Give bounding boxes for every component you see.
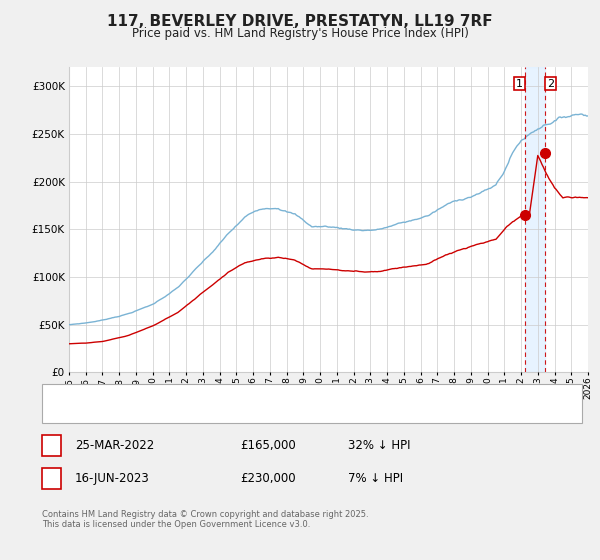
Text: £230,000: £230,000: [240, 472, 296, 486]
Text: 2: 2: [547, 78, 554, 88]
Text: 1: 1: [516, 78, 523, 88]
Text: £165,000: £165,000: [240, 438, 296, 452]
Text: 32% ↓ HPI: 32% ↓ HPI: [348, 438, 410, 452]
Text: 1: 1: [47, 438, 56, 452]
Text: 117, BEVERLEY DRIVE, PRESTATYN, LL19 7RF: 117, BEVERLEY DRIVE, PRESTATYN, LL19 7RF: [107, 14, 493, 29]
Text: 2: 2: [47, 472, 56, 486]
Bar: [524, 67, 545, 372]
Text: 7% ↓ HPI: 7% ↓ HPI: [348, 472, 403, 486]
Text: HPI: Average price, detached house, Denbighshire: HPI: Average price, detached house, Denb…: [87, 407, 338, 417]
Text: 16-JUN-2023: 16-JUN-2023: [75, 472, 150, 486]
Text: Contains HM Land Registry data © Crown copyright and database right 2025.
This d: Contains HM Land Registry data © Crown c…: [42, 510, 368, 529]
Text: Price paid vs. HM Land Registry's House Price Index (HPI): Price paid vs. HM Land Registry's House …: [131, 27, 469, 40]
Text: 117, BEVERLEY DRIVE, PRESTATYN, LL19 7RF (detached house): 117, BEVERLEY DRIVE, PRESTATYN, LL19 7RF…: [87, 390, 403, 400]
Text: 25-MAR-2022: 25-MAR-2022: [75, 438, 154, 452]
